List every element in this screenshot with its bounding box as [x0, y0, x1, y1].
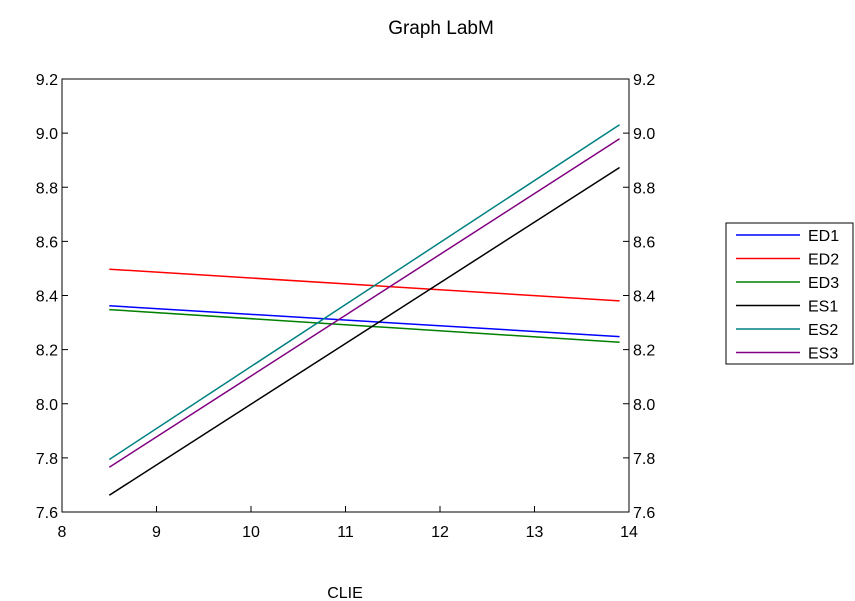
x-tick-label: 11 — [337, 524, 354, 541]
y-tick-label-left: 7.8 — [36, 451, 58, 468]
x-tick-label: 8 — [58, 524, 67, 541]
series-line-ed2 — [109, 268, 620, 302]
y-tick-label-left: 7.6 — [36, 505, 58, 522]
y-tick-label-right: 9.0 — [633, 126, 655, 143]
y-axis-right: 7.6 7.8 8.0 8.2 8.4 8.6 8.8 9.0 9.2 — [623, 72, 655, 522]
x-tick-label: 9 — [152, 524, 161, 541]
y-tick-label-right: 7.6 — [633, 505, 655, 522]
x-tick-label: 13 — [526, 524, 544, 541]
y-tick-label-right: 8.0 — [633, 397, 655, 414]
y-tick-label-right: 8.8 — [633, 180, 655, 197]
y-tick-label-right: 8.4 — [633, 289, 655, 306]
legend-label-ed1: ED1 — [808, 228, 839, 245]
series-line-es1 — [108, 166, 621, 496]
legend-box — [725, 222, 854, 365]
series-lines — [108, 124, 621, 496]
y-tick-label-left: 9.0 — [36, 126, 58, 143]
x-axis-label: CLIE — [327, 585, 363, 601]
x-axis: 8 9 10 11 12 13 14 — [58, 506, 638, 541]
y-tick-label-left: 8.4 — [36, 289, 58, 306]
x-tick-label: 14 — [620, 524, 638, 541]
y-tick-label-left: 8.8 — [36, 180, 58, 197]
legend-label-es3: ES3 — [808, 346, 838, 363]
legend: ED1 ED2 ED3 ES1 ES2 ES3 — [725, 222, 854, 365]
y-axis-left: 7.6 7.8 8.0 8.2 8.4 8.6 8.8 9.0 9.2 — [36, 72, 68, 522]
y-tick-label-left: 9.2 — [36, 72, 58, 89]
chart-title: Graph LabM — [388, 18, 494, 39]
series-line-es3 — [108, 138, 621, 468]
y-tick-label-right: 9.2 — [633, 72, 655, 89]
legend-label-es1: ES1 — [808, 299, 838, 316]
y-tick-label-right: 7.8 — [633, 451, 655, 468]
series-line-ed3 — [109, 308, 620, 344]
y-tick-label-left: 8.2 — [36, 343, 58, 360]
y-tick-label-left: 8.0 — [36, 397, 58, 414]
series-line-ed1 — [109, 305, 620, 338]
legend-label-ed3: ED3 — [808, 275, 839, 292]
x-tick-label: 10 — [242, 524, 260, 541]
legend-label-ed2: ED2 — [808, 252, 839, 269]
y-tick-label-right: 8.2 — [633, 343, 655, 360]
y-tick-label-right: 8.6 — [633, 234, 655, 251]
x-tick-label: 12 — [431, 524, 449, 541]
legend-label-es2: ES2 — [808, 322, 838, 339]
y-tick-label-left: 8.6 — [36, 234, 58, 251]
series-line-es2 — [108, 124, 621, 461]
